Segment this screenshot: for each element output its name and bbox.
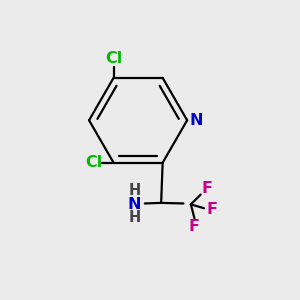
Text: N: N: [190, 113, 203, 128]
Text: Cl: Cl: [85, 155, 102, 170]
Text: F: F: [207, 202, 218, 217]
Text: H: H: [128, 210, 140, 225]
Text: Cl: Cl: [105, 51, 122, 66]
Text: F: F: [202, 181, 213, 196]
Text: F: F: [188, 219, 199, 234]
Text: H: H: [128, 184, 140, 199]
Text: N: N: [128, 197, 141, 212]
